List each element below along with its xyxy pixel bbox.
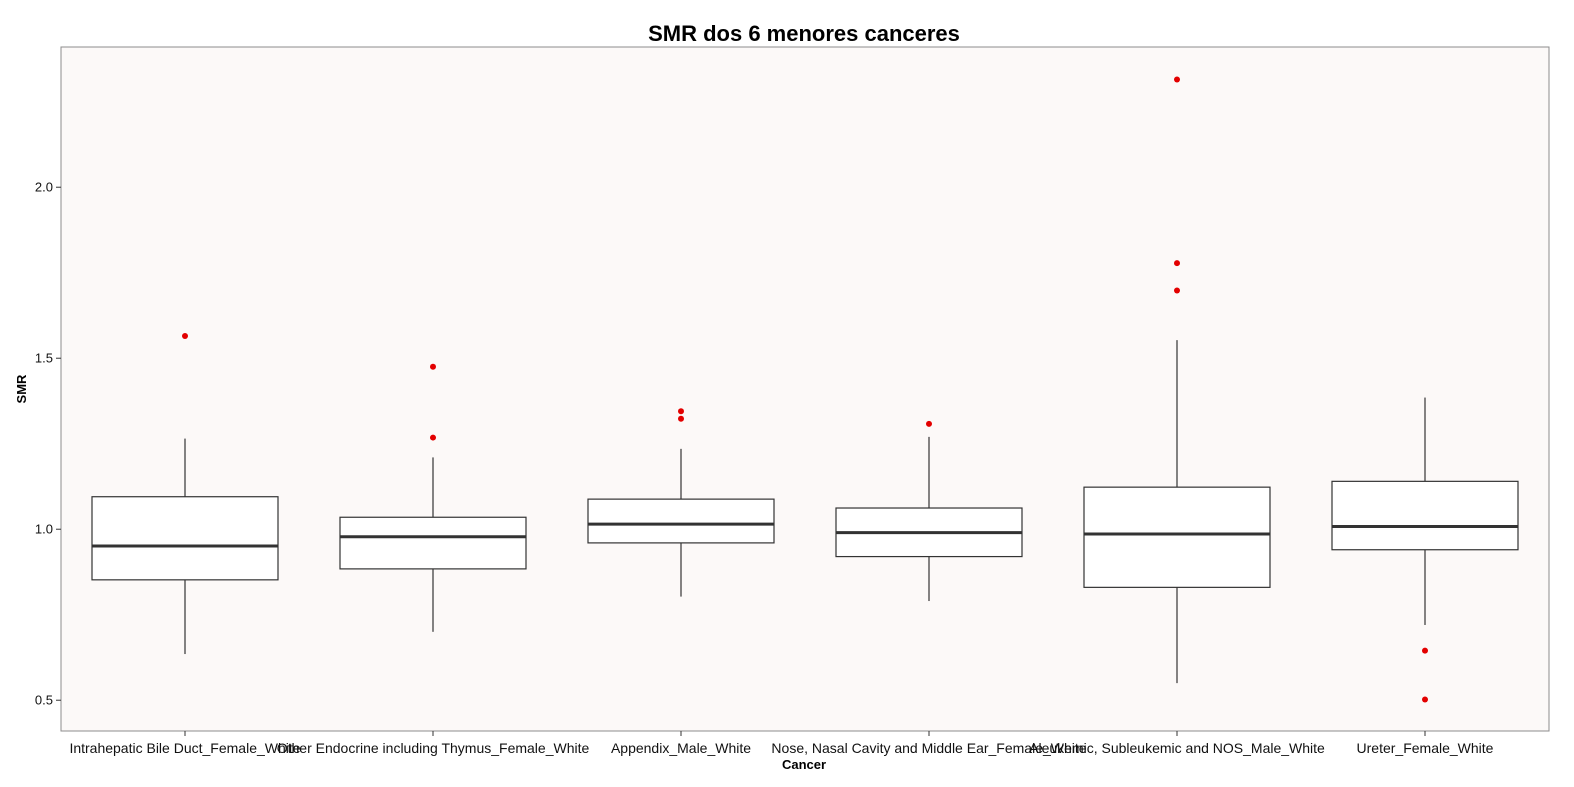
box-4 bbox=[835, 420, 1023, 602]
outlier-point bbox=[926, 420, 932, 427]
box-1 bbox=[91, 332, 279, 655]
outlier-point bbox=[678, 408, 684, 415]
box-5 bbox=[1083, 76, 1271, 684]
x-tick-label: Appendix_Male_White bbox=[611, 740, 751, 756]
outlier-point bbox=[1422, 647, 1428, 654]
outlier-point bbox=[1174, 260, 1180, 267]
x-tick-label: Other Endocrine including Thymus_Female_… bbox=[277, 740, 590, 756]
y-tick-label: 0.5 bbox=[35, 693, 53, 708]
outlier-point bbox=[1422, 696, 1428, 703]
x-tick-label: Ureter_Female_White bbox=[1357, 740, 1494, 756]
outlier-point bbox=[1174, 287, 1180, 294]
outlier-point bbox=[678, 415, 684, 422]
y-axis: 0.5 1.0 1.5 2.0 bbox=[35, 180, 61, 708]
outlier-point bbox=[430, 434, 436, 441]
x-tick-label: Aleukemic, Subleukemic and NOS_Male_Whit… bbox=[1029, 740, 1325, 756]
x-tick-label: Intrahepatic Bile Duct_Female_White bbox=[69, 740, 300, 756]
y-axis-title: SMR bbox=[14, 374, 29, 404]
iqr-box bbox=[91, 496, 279, 581]
iqr-box bbox=[339, 516, 527, 570]
box-3 bbox=[587, 408, 775, 597]
iqr-box bbox=[587, 498, 775, 544]
box-6 bbox=[1331, 397, 1519, 703]
x-axis: Intrahepatic Bile Duct_Female_WhiteOther… bbox=[69, 731, 1494, 756]
y-tick-label: 1.5 bbox=[35, 351, 53, 366]
box-2 bbox=[339, 363, 527, 632]
outlier-point bbox=[1174, 76, 1180, 83]
outlier-point bbox=[182, 332, 188, 339]
x-tick-label: Nose, Nasal Cavity and Middle Ear_Female… bbox=[771, 740, 1086, 756]
y-tick-label: 2.0 bbox=[35, 180, 53, 195]
y-tick-label: 1.0 bbox=[35, 522, 53, 537]
plot-panel bbox=[60, 46, 1550, 732]
outlier-point bbox=[430, 363, 436, 370]
chart-title: SMR dos 6 menores canceres bbox=[648, 21, 960, 46]
box-group bbox=[91, 76, 1519, 703]
x-axis-title: Cancer bbox=[782, 757, 826, 772]
iqr-box bbox=[1083, 486, 1271, 588]
iqr-box bbox=[1331, 480, 1519, 551]
